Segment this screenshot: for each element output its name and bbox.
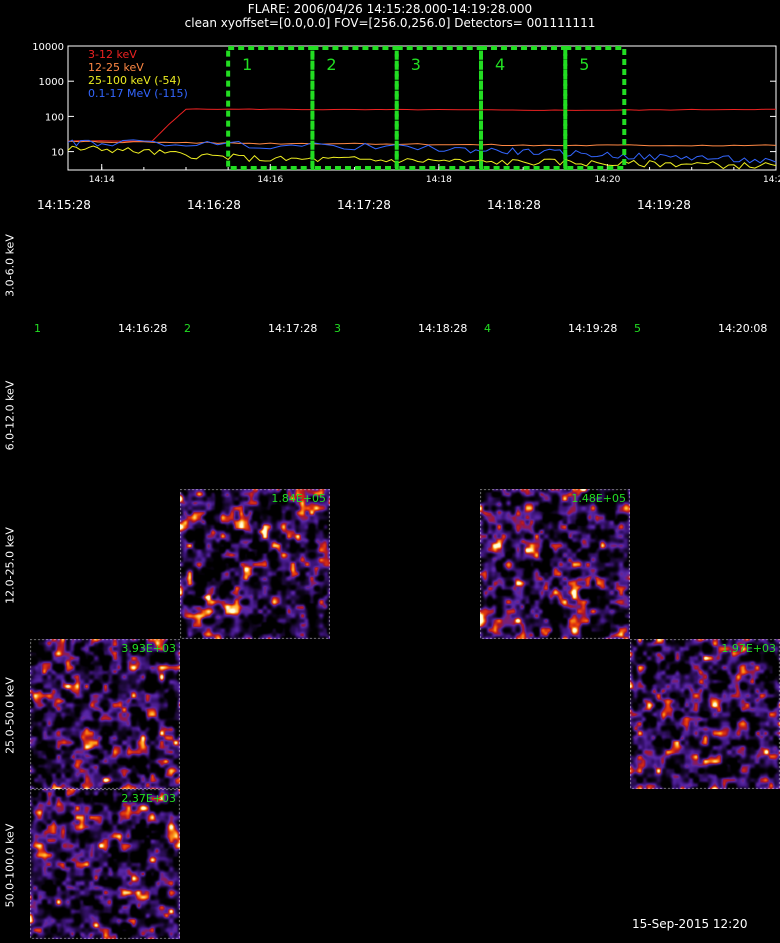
interval-box (479, 46, 568, 170)
interval-label: 5 (579, 55, 589, 74)
segment-number-2: 2 (184, 322, 191, 335)
series-line (67, 108, 776, 142)
time-label-2: 14:16:28 (187, 198, 241, 212)
series-line (67, 139, 777, 164)
segment-number-1: 1 (34, 322, 41, 335)
panel-max-value: 1.48E+05 (571, 492, 626, 505)
lightcurve-chart: 10000 1000 100 10 14:14 14:16 14:18 14:20 14:22 3… (32, 42, 780, 185)
interval-label: 4 (495, 55, 505, 74)
segment-end-1: 14:16:28 (118, 322, 168, 335)
interval-label: 2 (326, 55, 336, 74)
legend-entry: 0.1-17 MeV (-115) (88, 87, 188, 100)
time-label-1: 14:15:28 (37, 198, 91, 212)
energy-label-50-100: 50.0-100.0 keV (3, 823, 17, 908)
x-tick-label: 14:22 (763, 175, 780, 185)
footer-date: 15-Sep-2015 12:20 (632, 917, 748, 931)
interval-box (310, 46, 399, 170)
energy-label-25-50: 25.0-50.0 keV (3, 677, 17, 754)
plot-title: FLARE: 2006/04/26 14:15:28.000-14:19:28.… (247, 2, 533, 16)
x-tick-label: 14:16 (257, 175, 283, 185)
image-panel-12-25-int4: 1.48E+05 (480, 489, 630, 639)
segment-number-3: 3 (334, 322, 341, 335)
series-line (67, 145, 777, 170)
y-tick-label: 10 (51, 148, 64, 159)
interval-box (394, 46, 484, 170)
y-tick-label: 1000 (39, 77, 64, 88)
image-panel-25-50-int1: 3.93E+03 (30, 639, 180, 789)
y-tick-label: 10000 (32, 42, 64, 53)
image-panel-25-50-int5: 1.97E+03 (630, 639, 780, 789)
image-canvas (30, 639, 180, 789)
image-canvas (30, 789, 180, 939)
image-canvas (630, 639, 780, 789)
interval-box (226, 46, 315, 170)
segment-number-4: 4 (484, 322, 491, 335)
legend-entry: 3-12 keV (88, 48, 137, 61)
panel-max-value: 1.84E+05 (271, 492, 326, 505)
y-tick-label: 100 (45, 112, 64, 123)
time-label-3: 14:17:28 (337, 198, 391, 212)
legend-entry: 12-25 keV (88, 61, 144, 74)
energy-label-3-6: 3.0-6.0 keV (3, 234, 17, 297)
energy-label-12-25: 12.0-25.0 keV (3, 527, 17, 604)
legend-entry: 25-100 keV (-54) (88, 74, 181, 87)
energy-label-6-12: 6.0-12.0 keV (3, 380, 17, 451)
interval-label: 1 (242, 55, 252, 74)
x-tick-label: 14:18 (426, 175, 452, 185)
segment-number-5: 5 (634, 322, 641, 335)
interval-box (563, 46, 627, 170)
image-panel-50-100-int1: 2.37E+03 (30, 789, 180, 939)
time-label-5: 14:19:28 (637, 198, 691, 212)
segment-end-5: 14:20:08 (718, 322, 768, 335)
x-tick-label: 14:14 (89, 175, 115, 185)
segment-end-3: 14:18:28 (418, 322, 468, 335)
interval-label: 3 (411, 55, 421, 74)
segment-end-4: 14:19:28 (568, 322, 618, 335)
image-panel-12-25-int2: 1.84E+05 (180, 489, 330, 639)
panel-max-value: 1.97E+03 (721, 642, 776, 655)
panel-max-value: 2.37E+03 (121, 792, 176, 805)
segment-end-2: 14:17:28 (268, 322, 318, 335)
x-tick-label: 14:20 (594, 175, 620, 185)
panel-max-value: 3.93E+03 (121, 642, 176, 655)
plot-subtitle: clean xyoffset=[0.0,0.0] FOV=[256.0,256.… (184, 16, 596, 30)
image-canvas (180, 489, 330, 639)
image-canvas (480, 489, 630, 639)
time-label-4: 14:18:28 (487, 198, 541, 212)
